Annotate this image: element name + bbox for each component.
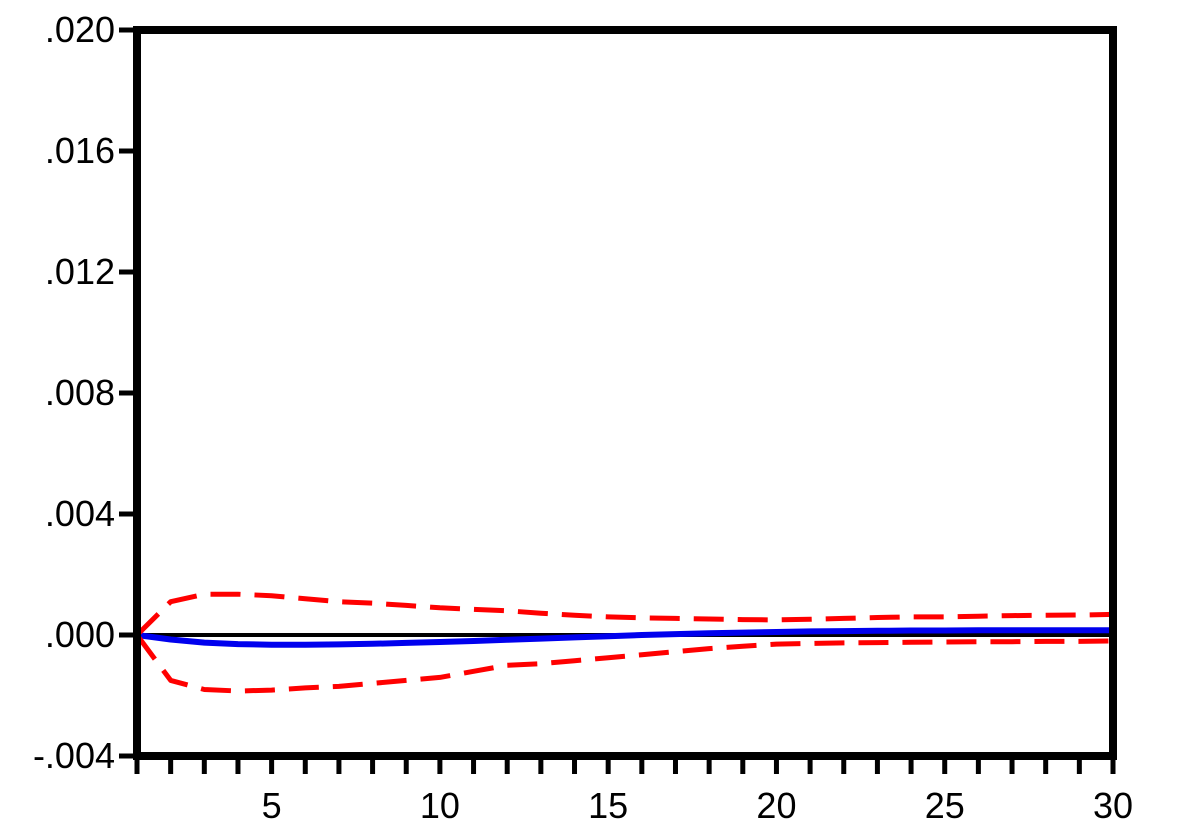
x-tick-label: 25 [925, 785, 965, 826]
y-tick-label: .016 [45, 130, 115, 171]
y-tick-label: .008 [45, 372, 115, 413]
y-tick-label: .020 [45, 9, 115, 50]
x-tick-label: 20 [756, 785, 796, 826]
x-tick-label: 10 [420, 785, 460, 826]
y-tick-label: .004 [45, 493, 115, 534]
series-line-upper-band [135, 591, 1114, 637]
x-tick-label: 5 [262, 785, 282, 826]
x-tick-label: 30 [1093, 785, 1133, 826]
series-line-lower-band [134, 633, 1114, 694]
x-tick-label: 15 [588, 785, 628, 826]
y-tick-label: -.004 [33, 735, 115, 776]
y-tick-label: .012 [45, 251, 115, 292]
y-tick-label: .000 [45, 614, 115, 655]
series-line-response [136, 627, 1113, 648]
